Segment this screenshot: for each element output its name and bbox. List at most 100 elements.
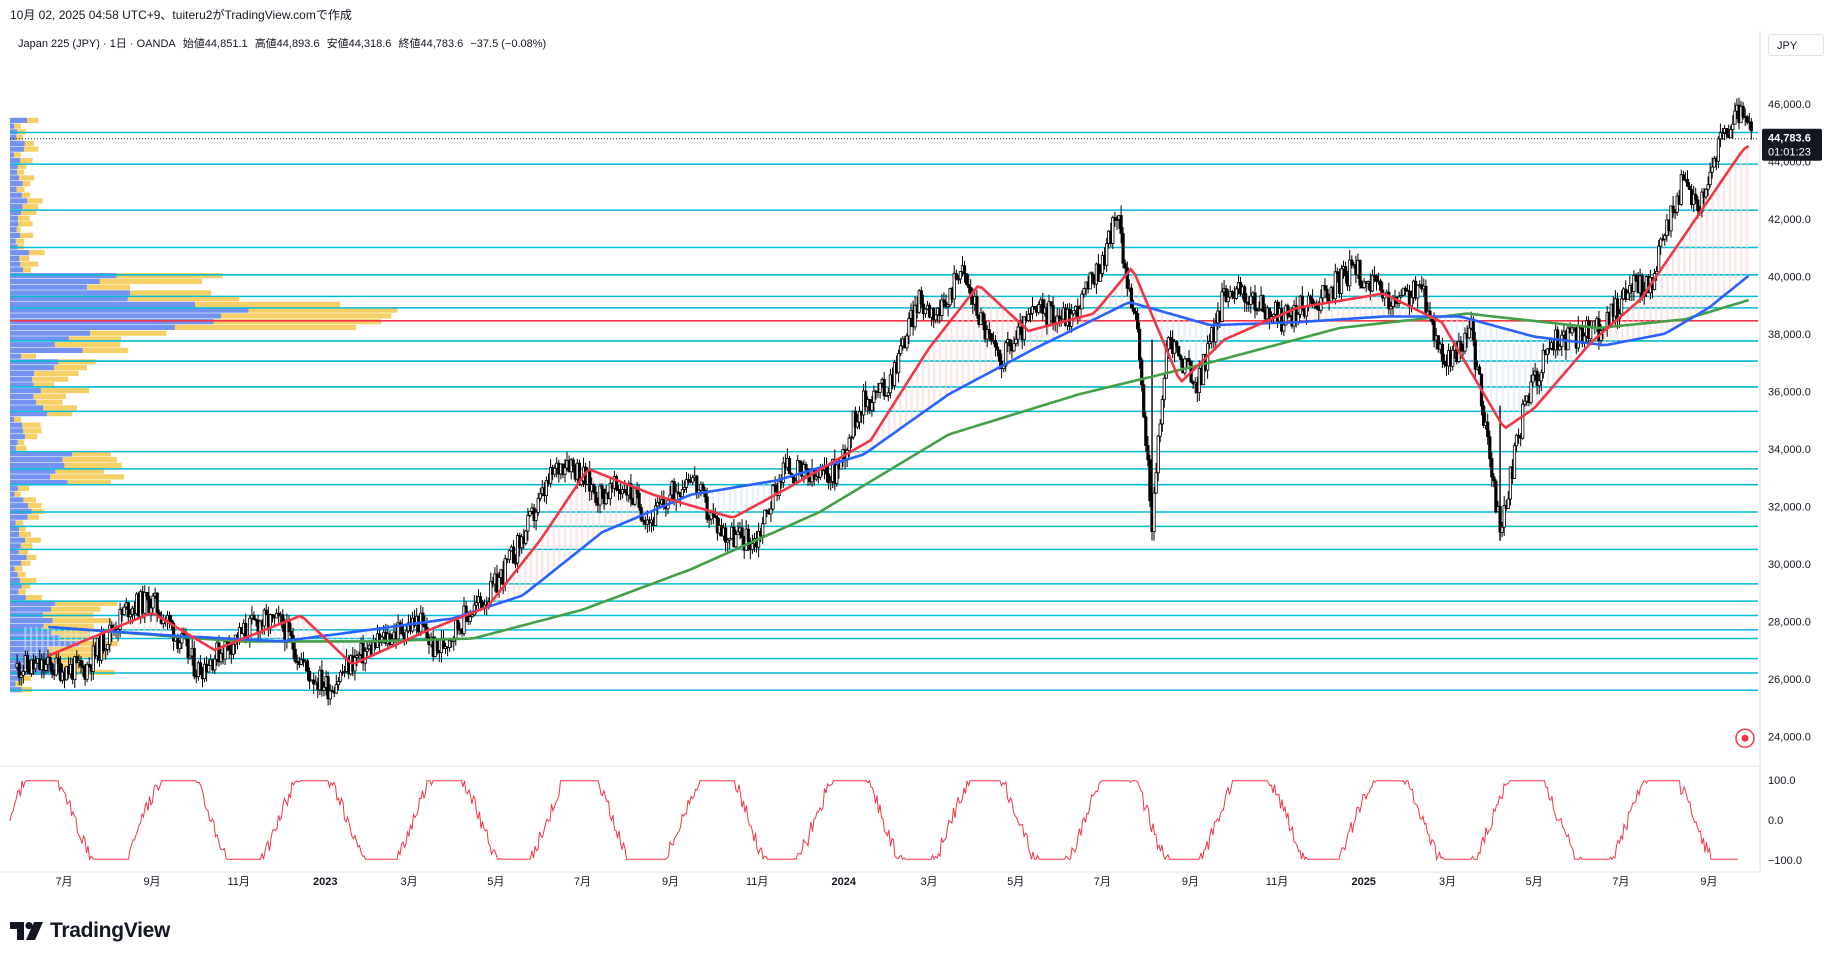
candle-body [1136, 312, 1140, 330]
candle-body [1502, 505, 1506, 528]
volume-profile-bar [18, 549, 29, 555]
candle-body [167, 615, 172, 621]
candle-body [740, 527, 744, 539]
volume-profile-bar [10, 434, 25, 440]
candle-body [736, 531, 740, 536]
ma-cloud-fill [865, 443, 868, 454]
candle-body [34, 662, 38, 670]
candle-body [1442, 360, 1446, 365]
candle-body [1057, 315, 1061, 319]
ma-cloud-fill [1456, 316, 1459, 347]
volume-profile-bar [29, 250, 45, 256]
candle-body [322, 686, 326, 691]
candle-body [1545, 348, 1549, 355]
candle-body [934, 314, 938, 321]
volume-profile-bar [28, 503, 42, 509]
candle-body [75, 656, 79, 664]
candle-body [1374, 275, 1379, 282]
candle-body [553, 467, 557, 475]
ma-cloud-fill [41, 627, 44, 656]
volume-profile-bar [10, 606, 52, 612]
ma-cloud-fill [206, 637, 209, 645]
ma-cloud-fill [154, 614, 158, 635]
ma-cloud-fill [694, 494, 697, 507]
candle-body [1370, 275, 1374, 292]
candle-body [1576, 325, 1580, 349]
candle-body [989, 333, 993, 342]
time-tick-label: 3月 [1439, 876, 1456, 888]
ma-cloud-fill [728, 488, 731, 517]
candle-body [118, 609, 122, 630]
candle-body [1309, 295, 1313, 300]
candle-body [524, 530, 528, 544]
volume-profile-bar [17, 572, 26, 578]
candle-body [171, 623, 176, 642]
ma-cloud-fill [35, 627, 38, 656]
candle-body [946, 304, 950, 308]
candle-body [287, 621, 291, 632]
candle-body [87, 663, 91, 666]
candle-body [1026, 313, 1030, 321]
ma-cloud-fill [1314, 305, 1317, 322]
candle-body [85, 663, 89, 680]
candle-body [1669, 205, 1673, 232]
candle-body [1523, 400, 1527, 405]
volume-profile-bar [10, 388, 41, 394]
volume-profile-bar [10, 117, 28, 123]
alert-target-icon[interactable] [1735, 728, 1755, 748]
candle-body [456, 620, 460, 631]
candle-body [1152, 492, 1156, 532]
candle-body [684, 479, 689, 488]
candle-body [1432, 321, 1436, 341]
volume-profile-bar [47, 411, 73, 417]
candle-body [1467, 327, 1471, 339]
candle-body [796, 460, 800, 482]
volume-profile-bar [10, 428, 24, 434]
currency-button[interactable]: JPY [1768, 34, 1824, 56]
volume-profile-bar [22, 422, 41, 428]
ma-cloud-fill [1399, 301, 1402, 317]
candle-body [1626, 292, 1630, 300]
ma-cloud-fill [518, 567, 521, 597]
candle-body [104, 649, 108, 652]
ma-cloud-fill [149, 613, 152, 634]
candle-body [763, 509, 767, 525]
volume-profile-bar [14, 566, 23, 572]
volume-profile-bar [33, 393, 66, 399]
volume-profile-bar [10, 152, 14, 158]
ma-cloud-fill [1501, 327, 1504, 424]
candle-body [1123, 262, 1127, 269]
candle-body [870, 402, 874, 411]
ma-cloud-fill [558, 513, 561, 568]
volume-profile-bar [10, 227, 17, 233]
ma-cloud-fill [1024, 326, 1027, 355]
candle-body [563, 467, 567, 475]
candle-body [106, 644, 110, 650]
candle-body [857, 411, 862, 423]
candle-body [998, 349, 1002, 362]
tradingview-logo[interactable]: TradingView [10, 918, 170, 944]
ma-cloud-fill [46, 627, 50, 656]
volume-profile-bar [10, 675, 21, 681]
candle-body [1399, 294, 1403, 298]
candle-body [598, 485, 602, 506]
volume-profile-bar [10, 324, 175, 330]
volume-profile-bar [10, 554, 27, 560]
candle-body [1220, 291, 1224, 322]
volume-profile-bar [10, 140, 25, 146]
candle-body [1362, 281, 1366, 288]
ma-cloud-fill [1592, 341, 1595, 344]
ma-cloud-fill [132, 620, 135, 633]
volume-profile-bar [19, 526, 26, 532]
candle-body [1477, 366, 1482, 375]
volume-profile-bar [10, 169, 17, 175]
candle-body [336, 680, 341, 686]
candle-body [1459, 341, 1463, 351]
ma-cloud-fill [1137, 281, 1140, 305]
ma-cloud-fill [904, 386, 908, 426]
candle-body [478, 596, 483, 603]
candle-body [1694, 193, 1698, 201]
ma-cloud-fill [1046, 326, 1050, 343]
ma-cloud-fill [1189, 319, 1192, 375]
